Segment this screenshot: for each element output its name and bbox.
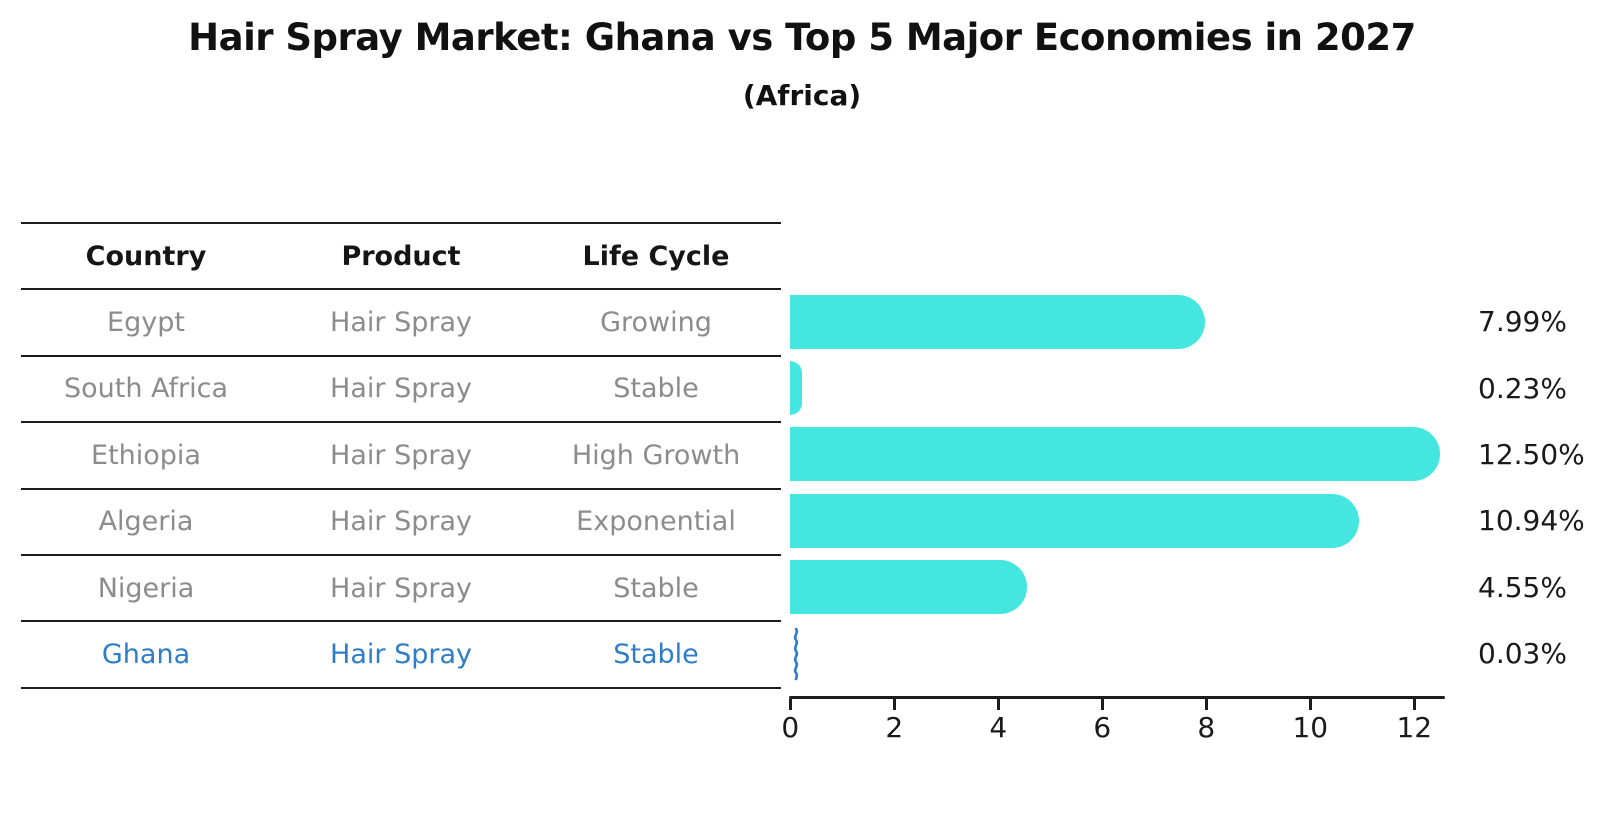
table-row-nigeria: Nigeria Hair Spray Stable xyxy=(21,553,781,620)
table-row-south-africa: South Africa Hair Spray Stable xyxy=(21,354,781,421)
x-axis-tick-10 xyxy=(1309,699,1312,710)
table-row-egypt: Egypt Hair Spray Growing xyxy=(21,288,781,354)
cell-country: Algeria xyxy=(98,506,194,538)
x-axis-tick-8 xyxy=(1205,699,1208,710)
table-header-row: Country Product Life Cycle xyxy=(21,222,781,288)
x-axis-tick-2 xyxy=(893,699,896,710)
x-axis-tick-12 xyxy=(1413,699,1416,710)
cell-country: South Africa xyxy=(63,373,229,405)
bar-band-nigeria xyxy=(790,554,1450,620)
bar-egypt xyxy=(790,294,1206,349)
bar-band-algeria xyxy=(790,488,1450,554)
chart-title: Hair Spray Market: Ghana vs Top 5 Major … xyxy=(188,16,1416,59)
x-axis-line xyxy=(789,696,1445,699)
cell-country: Egypt xyxy=(107,307,185,339)
bar-value-label-ethiopia: 12.50% xyxy=(1478,437,1585,471)
x-axis-tick-label-10: 10 xyxy=(1292,711,1329,744)
x-axis-tick-6 xyxy=(1101,699,1104,710)
table-row-ghana: Ghana Hair Spray Stable xyxy=(21,620,781,686)
cell-life-cycle: High Growth xyxy=(571,439,741,471)
bar-south-africa xyxy=(790,360,802,415)
bar-value-label-south-africa: 0.23% xyxy=(1478,371,1567,405)
cell-life-cycle: Stable xyxy=(613,572,699,604)
cell-product: Hair Spray xyxy=(330,307,472,339)
bar-value-label-nigeria: 4.55% xyxy=(1478,570,1567,604)
bar-ghana xyxy=(793,627,799,680)
cell-life-cycle: Stable xyxy=(613,373,699,405)
bar-plot-area xyxy=(790,289,1450,687)
cell-country: Ethiopia xyxy=(91,439,201,471)
squiggle-bar-path xyxy=(793,627,799,680)
bar-nigeria xyxy=(790,560,1027,615)
x-axis-tick-label-12: 12 xyxy=(1396,711,1433,744)
cell-product: Hair Spray xyxy=(330,639,472,671)
x-axis-tick-label-0: 0 xyxy=(781,711,800,744)
cell-life-cycle: Growing xyxy=(600,307,712,339)
bar-value-label-egypt: 7.99% xyxy=(1478,305,1567,339)
table-header-cell-country: Country xyxy=(85,240,207,272)
chart-subtitle: (Africa) xyxy=(742,79,862,112)
cell-country: Ghana xyxy=(101,639,191,671)
x-axis-tick-0 xyxy=(789,699,792,710)
bar-band-south-africa xyxy=(790,355,1450,421)
table-header-cell-life-cycle: Life Cycle xyxy=(582,240,730,272)
cell-product: Hair Spray xyxy=(330,439,472,471)
cell-product: Hair Spray xyxy=(330,506,472,538)
bar-value-label-ghana: 0.03% xyxy=(1478,637,1567,671)
cell-life-cycle: Stable xyxy=(613,639,699,671)
x-axis-tick-label-8: 8 xyxy=(1197,711,1216,744)
x-axis-tick-4 xyxy=(997,699,1000,710)
cell-product: Hair Spray xyxy=(330,373,472,405)
x-axis-tick-label-6: 6 xyxy=(1093,711,1112,744)
table-header-cell-product: Product xyxy=(341,240,461,272)
x-axis-tick-label-2: 2 xyxy=(885,711,904,744)
bar-algeria xyxy=(790,493,1359,548)
cell-country: Nigeria xyxy=(97,572,195,604)
cell-life-cycle: Exponential xyxy=(576,506,736,538)
bar-ethiopia xyxy=(790,427,1440,482)
bar-band-ethiopia xyxy=(790,421,1450,487)
bar-band-ghana xyxy=(790,621,1450,687)
x-axis-tick-label-4: 4 xyxy=(989,711,1008,744)
bar-value-label-algeria: 10.94% xyxy=(1478,504,1585,538)
country-table: Country Product Life Cycle Egypt Hair Spray G… xyxy=(21,222,781,689)
bar-band-egypt xyxy=(790,289,1450,355)
cell-product: Hair Spray xyxy=(330,572,472,604)
table-row-ethiopia: Ethiopia Hair Spray High Growth xyxy=(21,421,781,487)
table-row-algeria: Algeria Hair Spray Exponential xyxy=(21,487,781,554)
